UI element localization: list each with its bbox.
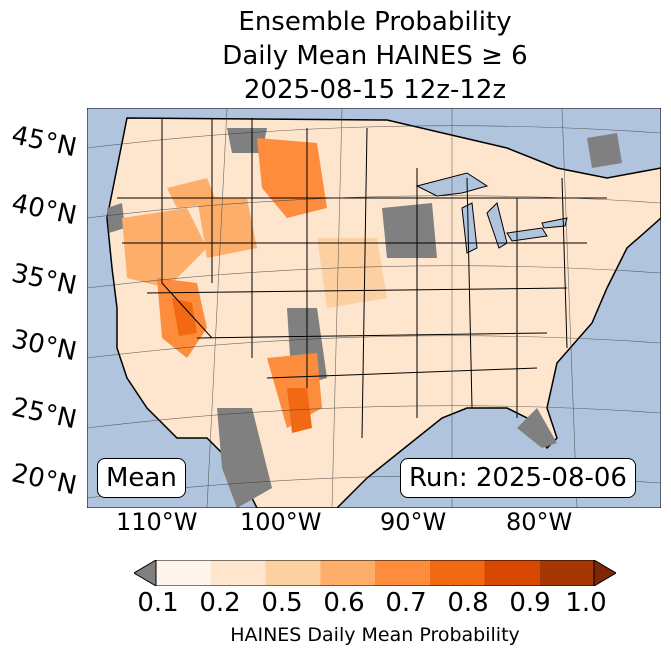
colorbar-label: HAINES Daily Mean Probability (230, 624, 520, 646)
colorbar-tick: 0.5 (261, 588, 303, 618)
colorbar-tick: 0.6 (323, 588, 365, 618)
lon-label-80: 80°W (506, 508, 573, 536)
colorbar-tick: 0.8 (447, 588, 489, 618)
colorbar-tick: 0.2 (199, 588, 241, 618)
colorbar-tick: 0.7 (385, 588, 427, 618)
state-borders (117, 118, 607, 439)
colorbar-segment (320, 560, 375, 586)
colorbar-segment (210, 560, 266, 586)
lat-label-45: 45°N (8, 120, 80, 164)
colorbar-tick: 0.1 (137, 588, 179, 618)
colorbar (134, 560, 616, 586)
colorbar-segment (539, 560, 594, 586)
title-line-2: Daily Mean HAINES ≥ 6 (222, 41, 528, 71)
colorbar-tick: 1.0 (565, 588, 607, 618)
colorbar-under-arrow (134, 560, 157, 586)
colorbar-segment (375, 560, 430, 586)
colorbar-over-arrow (593, 560, 616, 586)
lat-label-25: 25°N (8, 392, 80, 436)
lon-label-90: 90°W (380, 508, 447, 536)
colorbar-tick: 0.9 (509, 588, 551, 618)
lat-label-30: 30°N (8, 324, 80, 368)
lat-label-20: 20°N (8, 458, 80, 502)
colorbar-segment (265, 560, 321, 586)
colorbar-segment (156, 560, 211, 586)
colorbar-segment (429, 560, 485, 586)
probability-map (87, 108, 661, 508)
run-date-box: Run: 2025-08-06 (400, 458, 636, 498)
lon-label-100: 100°W (240, 508, 322, 536)
lat-label-40: 40°N (8, 188, 80, 232)
lon-label-110: 110°W (116, 508, 198, 536)
title-line-3: 2025-08-15 12z-12z (243, 75, 507, 105)
colorbar-frame (155, 560, 595, 586)
lat-label-35: 35°N (8, 258, 80, 302)
title-line-1: Ensemble Probability (238, 7, 512, 37)
mean-label-box: Mean (97, 458, 186, 498)
colorbar-segment (484, 560, 540, 586)
